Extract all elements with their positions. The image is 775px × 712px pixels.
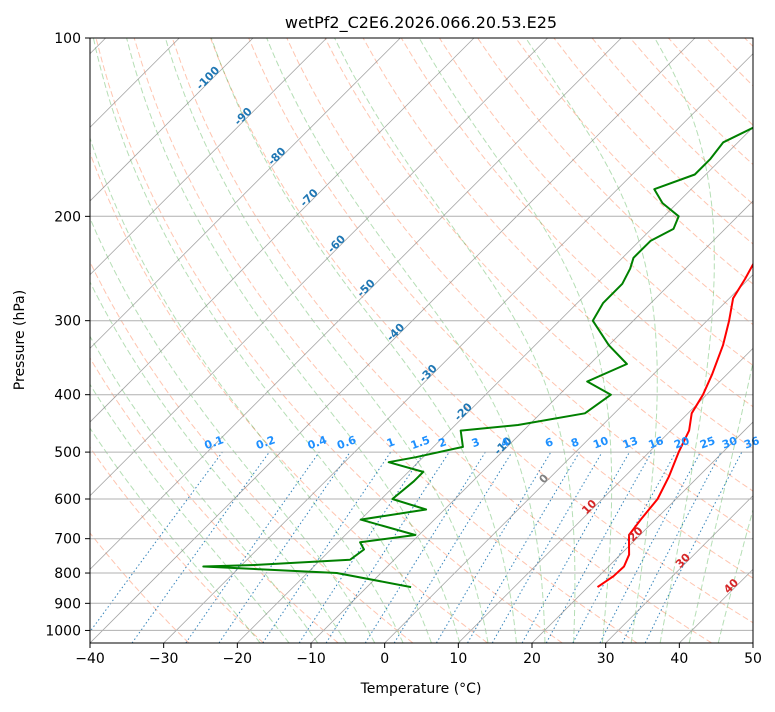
y-tick-label: 400 xyxy=(54,388,81,404)
x-tick-label: 20 xyxy=(523,651,541,667)
x-tick-label: −20 xyxy=(223,651,253,667)
y-tick-label: 500 xyxy=(54,445,81,461)
x-tick-label: −30 xyxy=(149,651,179,667)
chart-title: wetPf2_C2E6.2026.066.20.53.E25 xyxy=(285,13,557,33)
y-tick-label: 300 xyxy=(54,314,81,330)
x-axis-label: Temperature (°C) xyxy=(360,681,482,697)
x-tick-label: 0 xyxy=(380,651,389,667)
y-tick-label: 100 xyxy=(54,31,81,47)
x-tick-label: 10 xyxy=(449,651,467,667)
x-tick-label: 50 xyxy=(744,651,762,667)
x-tick-label: 30 xyxy=(597,651,615,667)
y-tick-label: 700 xyxy=(54,532,81,548)
x-tick-label: −10 xyxy=(296,651,326,667)
y-tick-label: 900 xyxy=(54,596,81,612)
y-tick-label: 200 xyxy=(54,209,81,225)
y-tick-label: 600 xyxy=(54,492,81,508)
y-tick-label: 1000 xyxy=(45,623,81,639)
x-tick-label: −40 xyxy=(75,651,105,667)
y-tick-label: 800 xyxy=(54,566,81,582)
x-tick-label: 40 xyxy=(670,651,688,667)
y-axis-label: Pressure (hPa) xyxy=(12,290,28,390)
